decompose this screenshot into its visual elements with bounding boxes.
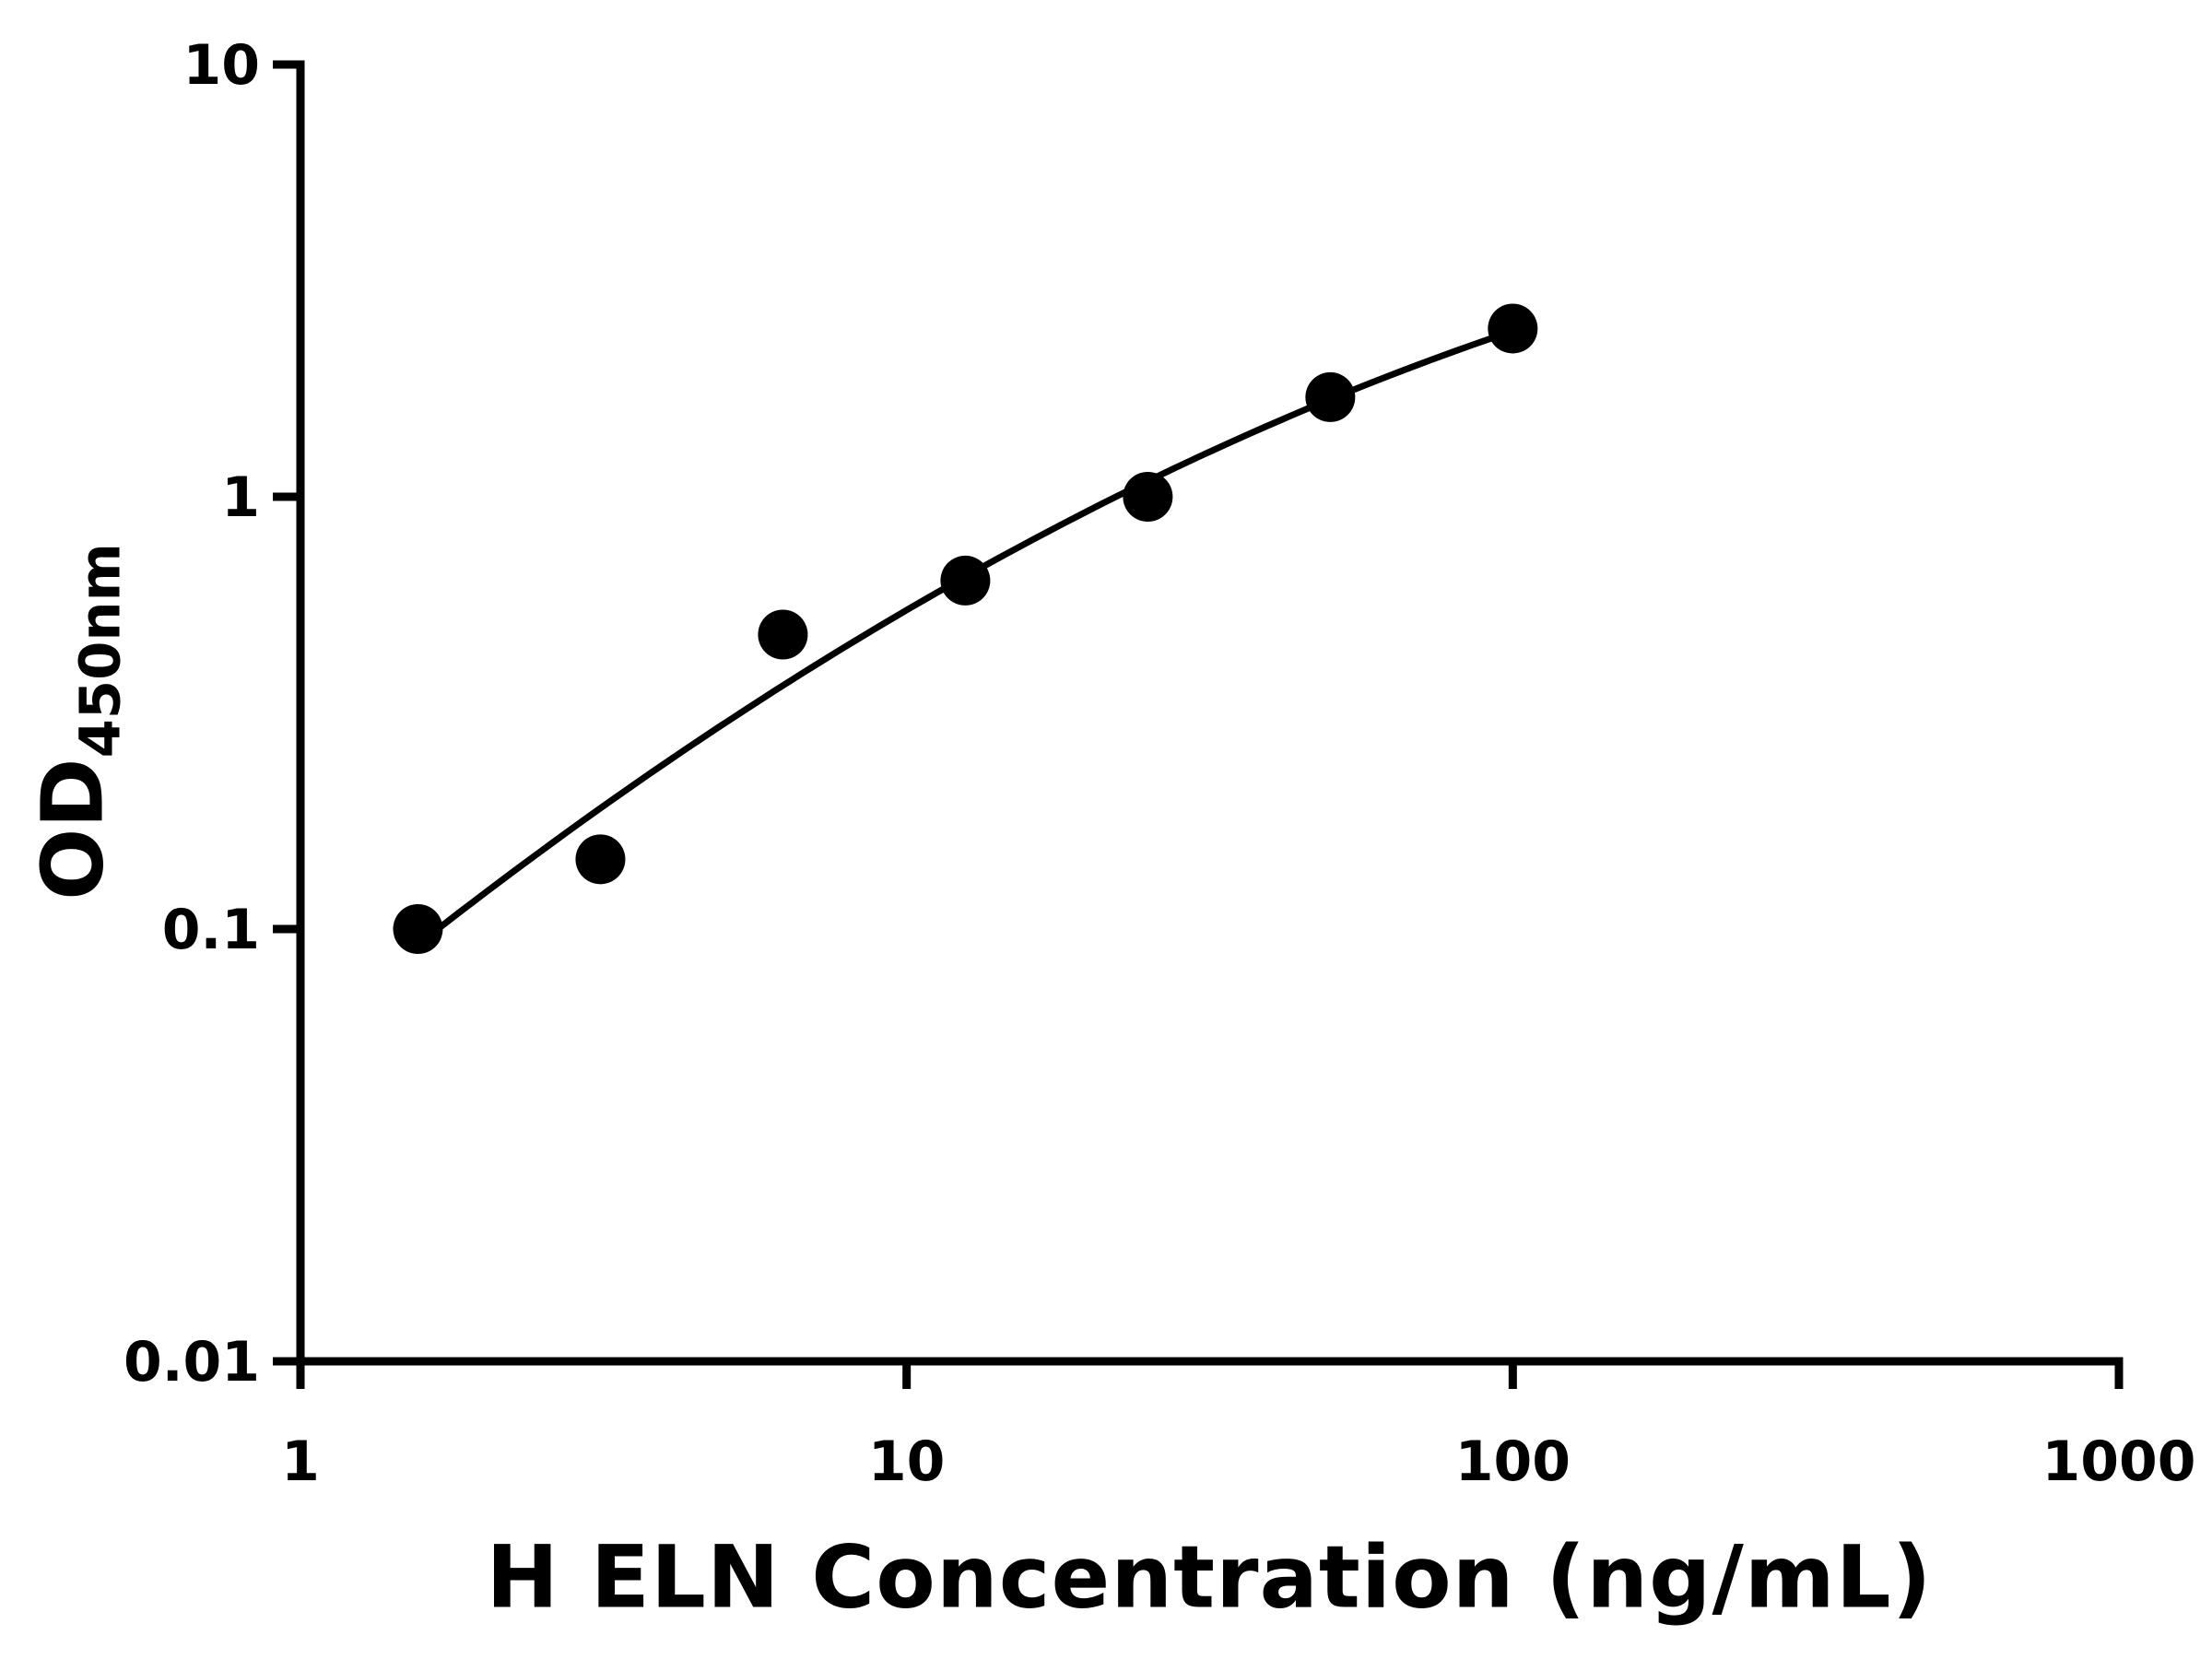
x-tick-label: 1 [281,1430,320,1494]
axes [296,60,2124,1366]
y-tick-label: 10 [183,33,261,98]
data-point [393,904,443,954]
y-axis-title-main: OD [23,758,123,900]
data-point [1305,371,1356,422]
x-tick-label: 10 [868,1430,946,1494]
data-point [758,609,808,660]
data-point [940,555,991,606]
x-tick-label: 1000 [2042,1430,2196,1494]
x-axis-title: H ELN Concentration (ng/mL) [486,1527,1933,1629]
x-tick-label: 100 [1455,1430,1571,1494]
data-point [575,834,626,885]
y-axis-title-subscript: 450nm [68,543,134,759]
data-point [1123,472,1173,522]
y-tick-label: 0.1 [162,898,260,962]
y-tick-label: 1 [221,465,260,530]
y-tick-label: 0.01 [124,1330,260,1394]
y-axis-title: OD450nm [23,543,133,900]
data-point [1488,303,1538,354]
